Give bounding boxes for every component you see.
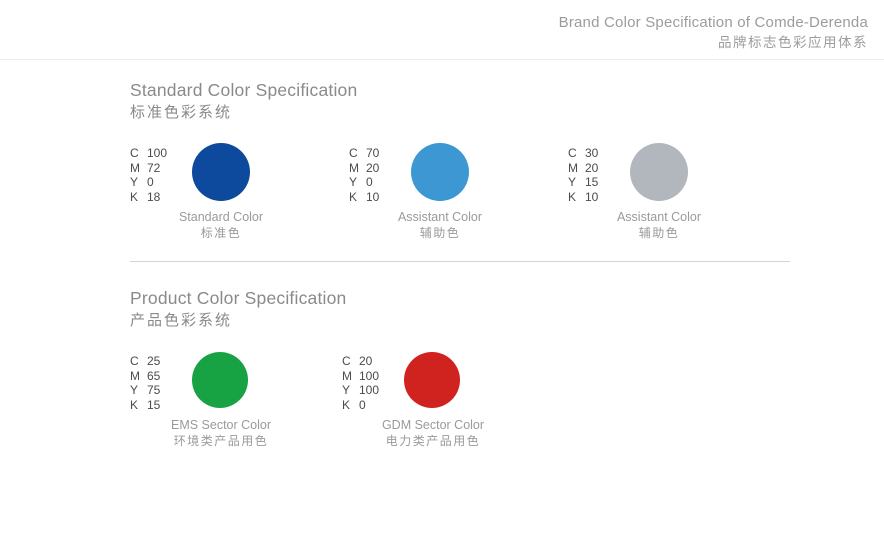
cmyk-value: 70 bbox=[366, 146, 380, 160]
section-divider bbox=[130, 261, 790, 262]
section-title-en: Product Color Specification bbox=[130, 288, 347, 308]
cmyk-values: C 30 M 20 Y 15 K 10 bbox=[568, 143, 612, 204]
swatch-label-en: Assistant Color bbox=[616, 210, 702, 224]
swatch-label-zh: 辅助色 bbox=[638, 226, 680, 240]
header-title-zh: 品牌标志色彩应用体系 bbox=[718, 35, 868, 50]
cmyk-value: 25 bbox=[147, 354, 161, 368]
section-title-zh: 标准色彩系统 bbox=[130, 104, 233, 121]
cmyk-value: 15 bbox=[147, 397, 161, 412]
swatch-label-en: Standard Color bbox=[178, 210, 264, 224]
header-title-en: Brand Color Specification of Comde-Deren… bbox=[558, 14, 868, 31]
cmyk-channel-label: C bbox=[130, 354, 139, 368]
cmyk-value: 20 bbox=[359, 354, 373, 368]
cmyk-channel-label: C bbox=[568, 146, 577, 160]
swatch-label-zh: 电力类产品用色 bbox=[385, 434, 481, 448]
cmyk-channel-label: Y bbox=[130, 383, 139, 397]
cmyk-channel-label: M bbox=[568, 160, 578, 175]
color-circle bbox=[404, 352, 460, 408]
cmyk-value: 10 bbox=[366, 189, 380, 204]
cmyk-channel-label: M bbox=[342, 368, 352, 383]
cmyk-channel-label: K bbox=[349, 189, 358, 204]
cmyk-channel-label: K bbox=[568, 189, 577, 204]
cmyk-channel-label: Y bbox=[342, 383, 351, 397]
color-circle bbox=[630, 143, 688, 201]
section-standard-colors: Standard Color Specification 标准色彩系统 C 100… bbox=[130, 79, 884, 243]
cmyk-value: 0 bbox=[147, 175, 154, 189]
cmyk-value: 20 bbox=[585, 160, 599, 175]
cmyk-value: 100 bbox=[359, 383, 380, 397]
section-product-colors: Product Color Specification 产品色彩系统 C 25 M… bbox=[130, 287, 884, 451]
cmyk-channel-label: M bbox=[130, 160, 140, 175]
swatch-assistant-color-gray: C 30 M 20 Y 15 K 10 Assistant Color 辅助色 bbox=[568, 143, 701, 243]
cmyk-value: 10 bbox=[585, 189, 599, 204]
cmyk-channel-label: Y bbox=[568, 175, 577, 189]
cmyk-value: 100 bbox=[359, 368, 380, 383]
swatch-label-en: EMS Sector Color bbox=[170, 418, 272, 432]
cmyk-channel-label: C bbox=[349, 146, 358, 160]
cmyk-channel-label: K bbox=[130, 397, 139, 412]
swatch-ems-sector-color: C 25 M 65 Y 75 K 15 EMS Sector Color 环境类产品用色 bbox=[130, 351, 271, 451]
cmyk-channel-label: M bbox=[349, 160, 359, 175]
cmyk-values: C 25 M 65 Y 75 K 15 bbox=[130, 351, 174, 412]
cmyk-channel-label: M bbox=[130, 368, 140, 383]
page-content: Standard Color Specification 标准色彩系统 C 100… bbox=[0, 79, 884, 451]
cmyk-channel-label: K bbox=[342, 397, 351, 412]
cmyk-value: 30 bbox=[585, 146, 599, 160]
cmyk-channel-label: Y bbox=[349, 175, 358, 189]
cmyk-value: 100 bbox=[147, 146, 168, 160]
cmyk-value: 65 bbox=[147, 368, 161, 383]
cmyk-value: 0 bbox=[359, 397, 366, 412]
cmyk-value: 72 bbox=[147, 160, 161, 175]
color-circle bbox=[411, 143, 469, 201]
cmyk-channel-label: C bbox=[130, 146, 139, 160]
cmyk-channel-label: C bbox=[342, 354, 351, 368]
swatch-label-zh: 环境类产品用色 bbox=[173, 434, 269, 448]
swatch-label-zh: 辅助色 bbox=[419, 226, 461, 240]
page-header: Brand Color Specification of Comde-Deren… bbox=[0, 0, 884, 60]
cmyk-channel-label: K bbox=[130, 189, 139, 204]
color-circle bbox=[192, 352, 248, 408]
cmyk-value: 15 bbox=[585, 175, 599, 189]
cmyk-value: 18 bbox=[147, 189, 161, 204]
cmyk-channel-label: Y bbox=[130, 175, 139, 189]
cmyk-value: 75 bbox=[147, 383, 161, 397]
product-swatch-row: C 25 M 65 Y 75 K 15 EMS Sector Color 环境类产品用色 bbox=[130, 351, 884, 451]
swatch-label-en: GDM Sector Color bbox=[381, 418, 485, 432]
cmyk-value: 0 bbox=[366, 175, 373, 189]
swatch-label-en: Assistant Color bbox=[397, 210, 483, 224]
cmyk-value: 20 bbox=[366, 160, 380, 175]
color-circle bbox=[192, 143, 250, 201]
section-title-zh: 产品色彩系统 bbox=[130, 312, 233, 329]
swatch-label-zh: 标准色 bbox=[200, 226, 242, 240]
section-title-en: Standard Color Specification bbox=[130, 80, 358, 100]
